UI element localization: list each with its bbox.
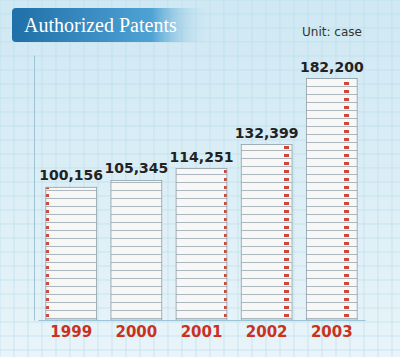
y-axis-line [34, 56, 35, 321]
annotation: Unit: case [302, 25, 362, 39]
title: Authorized Patents [24, 14, 177, 36]
data-label: 114,251 [170, 149, 234, 165]
background-line [28, 0, 29, 357]
background [0, 0, 400, 357]
bar [306, 79, 357, 320]
data-label: 132,399 [235, 125, 299, 141]
data-label: 182,200 [300, 59, 364, 75]
background-line [14, 0, 15, 357]
x-tick: 1999 [50, 320, 92, 341]
background-line [0, 0, 1, 357]
x-tick-label: 2001 [181, 323, 223, 341]
background-line [294, 0, 295, 357]
data-label: 100,156 [39, 167, 103, 183]
background-line [168, 0, 169, 357]
background-line [238, 0, 239, 357]
bar [176, 169, 227, 320]
title-banner [12, 8, 212, 42]
chart-svg: Authorized Patents Unit: case 100,156105,3… [0, 0, 400, 357]
x-tick: 2000 [115, 320, 157, 341]
bar [46, 187, 97, 320]
background-lines [0, 0, 400, 357]
x-tick-label: 1999 [50, 323, 92, 341]
x-tick: 2001 [181, 320, 223, 341]
x-tick-label: 2000 [115, 323, 157, 341]
plot: 100,156105,345114,251132,399 182,200 1999 2… [35, 56, 366, 341]
x-tick-label: 2002 [246, 323, 288, 341]
x-tick-label: 2003 [311, 323, 353, 341]
bar [241, 145, 292, 320]
background-line [0, 0, 400, 1]
data-labels: 100,156105,345114,251132,399 182,200 [39, 59, 364, 184]
background-line [0, 350, 400, 351]
data-label: 105,345 [104, 160, 168, 176]
x-tick: 2003 [311, 320, 353, 341]
x-axis-line [39, 320, 366, 321]
background-line [392, 0, 393, 357]
background-line [0, 56, 400, 57]
bar [111, 180, 162, 320]
x-tick: 2002 [246, 320, 288, 341]
background-line [378, 0, 379, 357]
bars [46, 79, 357, 320]
x-axis: 1999 2000 2001 2002 2003 [39, 320, 366, 341]
y-axis [34, 56, 35, 321]
background-line [364, 0, 365, 357]
